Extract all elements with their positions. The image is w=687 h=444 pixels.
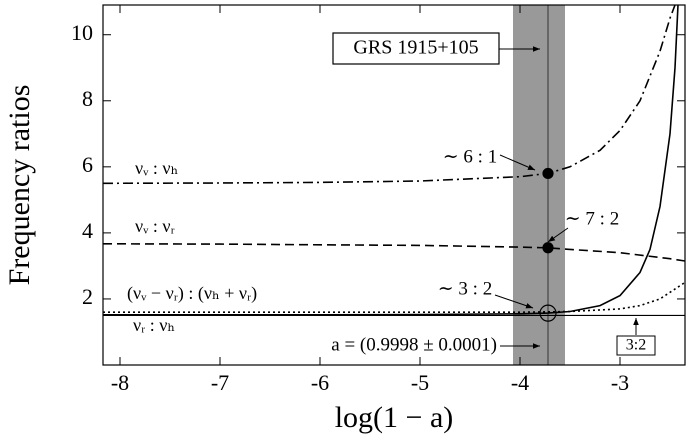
spin-label: a = (0.9998 ± 0.0001) <box>331 334 497 355</box>
y-tick-label: 4 <box>82 218 93 243</box>
source-box <box>332 32 500 65</box>
point-label: ∼ 6 : 1 <box>443 146 497 167</box>
ref-label: 3:2 <box>626 337 646 354</box>
point-label: ∼ 3 : 2 <box>438 278 492 299</box>
x-tick-label: -7 <box>211 370 229 395</box>
x-axis-label: log(1 − a) <box>335 401 454 434</box>
series-line <box>103 281 685 313</box>
series-line <box>103 5 679 316</box>
series-line <box>103 5 676 185</box>
ref-box <box>616 335 656 356</box>
series-label: νᵥ : νᵣ <box>135 216 175 236</box>
y-tick-label: 6 <box>82 152 93 177</box>
data-point <box>539 304 557 322</box>
x-tick-label: -8 <box>111 370 129 395</box>
x-tick-label: -4 <box>511 370 529 395</box>
band <box>513 5 565 365</box>
series-label: (νᵥ − νᵣ) : (νₕ + νᵣ) <box>127 283 257 304</box>
arrow <box>494 294 534 309</box>
y-tick-label: 8 <box>82 86 93 111</box>
y-tick-label: 2 <box>82 284 93 309</box>
arrow <box>499 154 536 171</box>
data-point <box>542 242 554 254</box>
y-axis-label: Frequency ratios <box>3 85 36 286</box>
arrow <box>547 227 569 243</box>
series-label: νᵥ : νₕ <box>135 158 178 178</box>
point-label: ∼ 7 : 2 <box>565 208 619 229</box>
series-line <box>103 243 685 262</box>
plot-frame <box>102 4 686 366</box>
y-tick-label: 10 <box>71 20 93 45</box>
x-tick-label: -6 <box>311 370 329 395</box>
x-tick-label: -3 <box>611 370 629 395</box>
x-tick-label: -5 <box>411 370 429 395</box>
data-point <box>542 167 554 180</box>
series-label: νᵣ : νₕ <box>133 315 175 335</box>
source-label: GRS 1915+105 <box>353 37 478 59</box>
